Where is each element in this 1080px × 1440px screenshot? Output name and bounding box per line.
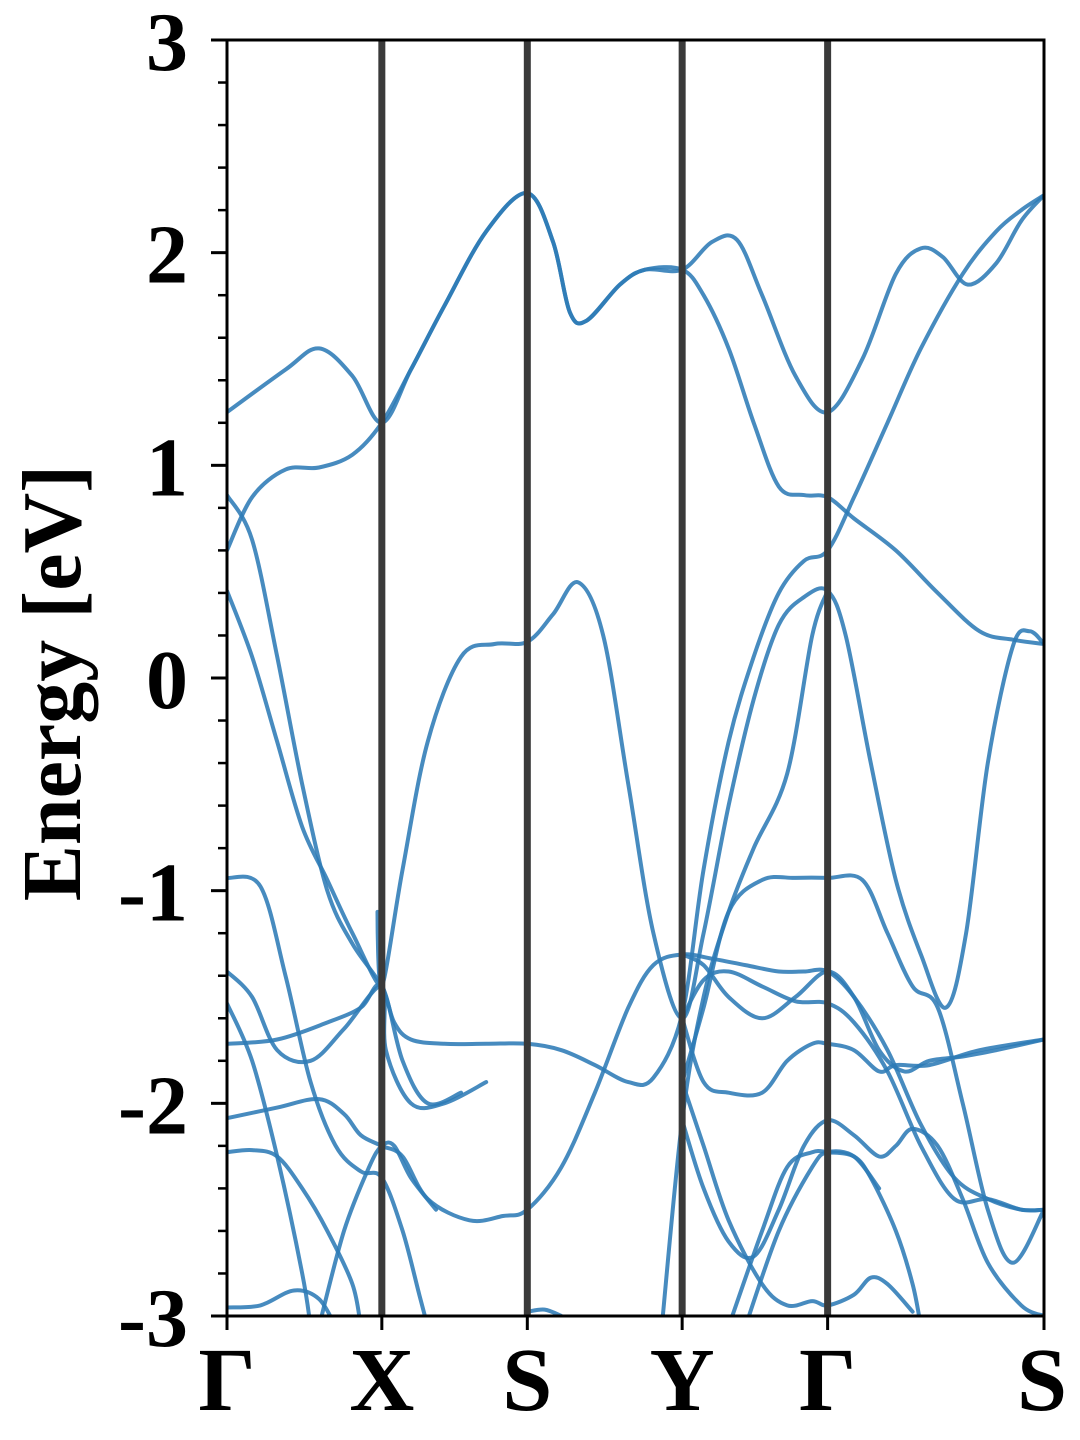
y-tick-label: 2 — [146, 209, 188, 302]
band-line-10 — [227, 1147, 362, 1316]
band-line-3 — [227, 193, 1044, 1088]
kpath-lines — [378, 40, 832, 1316]
y-tick-label: 3 — [146, 0, 188, 89]
y-axis-title: Energy [eV] — [6, 465, 99, 901]
band-line-14 — [660, 588, 830, 1316]
band-lines — [227, 191, 1044, 1316]
band-line-2 — [227, 191, 1044, 646]
band-line-18 — [680, 1016, 1044, 1098]
x-tick-label: X — [349, 1331, 414, 1430]
band-line-13 — [525, 1307, 564, 1316]
band-line-9 — [227, 952, 1044, 1224]
x-tick-label: Γ — [799, 1331, 856, 1430]
band-line-4 — [227, 580, 1044, 1021]
x-tick-label: Y — [650, 1331, 715, 1430]
band-line-1 — [227, 191, 1044, 425]
band-line-17 — [680, 873, 1044, 1265]
x-tick-label: Γ — [198, 1331, 255, 1430]
band-line-15 — [680, 1118, 1044, 1316]
y-axis-ticks: -3 -2 -1 0 1 2 3 — [118, 0, 227, 1365]
y-tick-label: 0 — [146, 634, 188, 727]
band-line-5 — [227, 874, 427, 1316]
y-tick-label: -3 — [118, 1272, 188, 1365]
band-line-7 — [227, 1001, 312, 1316]
band-line-19 — [680, 1080, 915, 1314]
band-line-22 — [680, 969, 1044, 1213]
x-tick-label: S — [502, 1331, 552, 1430]
x-tick-label: S — [1017, 1331, 1067, 1430]
band-line-8 — [227, 982, 464, 1107]
y-tick-label: -2 — [118, 1059, 188, 1152]
band-line-21 — [746, 1149, 882, 1316]
y-tick-label: -1 — [118, 847, 188, 940]
band-line-11 — [227, 1288, 333, 1316]
y-tick-label: 1 — [146, 421, 188, 514]
